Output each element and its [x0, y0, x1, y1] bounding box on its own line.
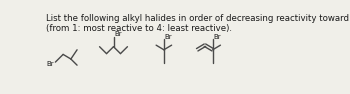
Text: List the following alkyl halides in order of decreasing reactivity toward SN1/E1: List the following alkyl halides in orde…	[46, 14, 350, 23]
Text: Br: Br	[165, 34, 172, 40]
Text: Br: Br	[46, 61, 54, 67]
Text: Br: Br	[114, 31, 122, 37]
Text: (from 1: most reactive to 4: least reactive).: (from 1: most reactive to 4: least react…	[46, 24, 232, 33]
Text: Br: Br	[214, 34, 221, 40]
